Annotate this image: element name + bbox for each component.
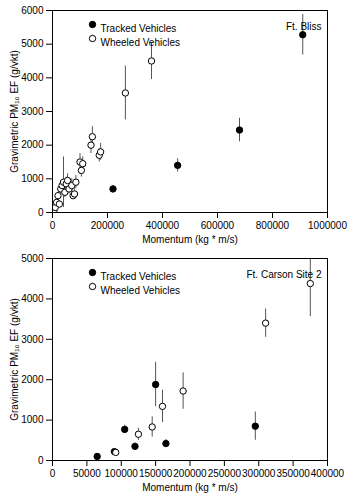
svg-text:0: 0 <box>50 468 56 479</box>
svg-text:5000: 5000 <box>21 38 44 49</box>
svg-text:Tracked Vehicles: Tracked Vehicles <box>101 23 177 34</box>
svg-text:100000: 100000 <box>105 468 139 479</box>
svg-text:4000: 4000 <box>21 293 44 304</box>
svg-text:200000: 200000 <box>91 220 125 231</box>
svg-text:Momentum (kg * m/s): Momentum (kg * m/s) <box>142 234 238 245</box>
svg-text:1000000: 1000000 <box>308 220 347 231</box>
svg-text:1000: 1000 <box>21 173 44 184</box>
svg-text:Wheeled Vehicles: Wheeled Vehicles <box>101 37 181 48</box>
svg-text:3000: 3000 <box>21 334 44 345</box>
svg-text:400000: 400000 <box>311 468 345 479</box>
svg-text:Wheeled Vehicles: Wheeled Vehicles <box>101 285 181 296</box>
svg-text:Gravimetric PM₁₀ EF (g/vkt): Gravimetric PM₁₀ EF (g/vkt) <box>9 298 20 421</box>
svg-text:800000: 800000 <box>256 220 290 231</box>
svg-text:250000: 250000 <box>208 468 242 479</box>
svg-text:5000: 5000 <box>21 253 44 264</box>
svg-text:600000: 600000 <box>201 220 235 231</box>
svg-text:6000: 6000 <box>21 5 44 16</box>
svg-text:Momentum (kg * m/s): Momentum (kg * m/s) <box>142 482 238 493</box>
svg-text:4000: 4000 <box>21 72 44 83</box>
svg-text:300000: 300000 <box>242 468 276 479</box>
svg-text:0: 0 <box>38 455 44 466</box>
svg-text:2000: 2000 <box>21 139 44 150</box>
svg-text:Ft. Carson Site 2: Ft. Carson Site 2 <box>246 269 321 280</box>
svg-text:1000: 1000 <box>21 414 44 425</box>
svg-text:200000: 200000 <box>173 468 207 479</box>
svg-text:Gravimetric PM₁₀ EF (g/vkt): Gravimetric PM₁₀ EF (g/vkt) <box>9 50 20 173</box>
svg-text:0: 0 <box>50 220 56 231</box>
svg-text:350000: 350000 <box>276 468 310 479</box>
svg-text:Ft. Bliss: Ft. Bliss <box>286 21 322 32</box>
svg-text:Tracked Vehicles: Tracked Vehicles <box>101 271 177 282</box>
svg-text:400000: 400000 <box>146 220 180 231</box>
svg-text:2000: 2000 <box>21 374 44 385</box>
svg-text:150000: 150000 <box>139 468 173 479</box>
svg-text:0: 0 <box>38 207 44 218</box>
svg-text:50000: 50000 <box>73 468 101 479</box>
svg-text:3000: 3000 <box>21 106 44 117</box>
